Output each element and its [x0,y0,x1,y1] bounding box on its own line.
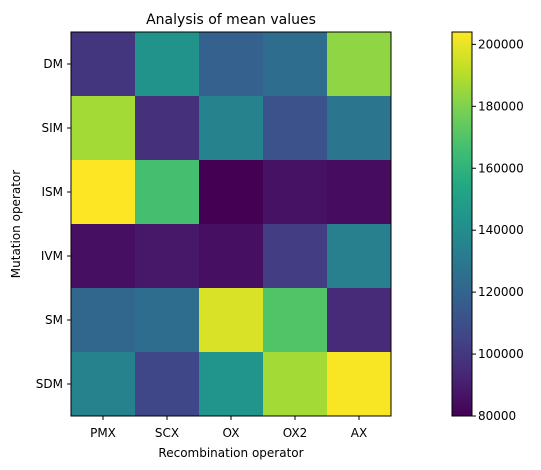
heatmap-cell-ism-ax [327,160,391,224]
colorbar-tick-label: 80000 [478,409,516,423]
heatmap-cell-sim-pmx [71,96,135,160]
x-tick-label: OX2 [283,426,308,440]
heatmap-cell-ivm-pmx [71,224,135,288]
y-tick-label: SDM [36,377,63,391]
y-tick-label: IVM [41,249,63,263]
heatmap-cell-ism-ox [199,160,263,224]
colorbar-tick-label: 140000 [478,223,524,237]
chart-title: Analysis of mean values [146,12,316,28]
heatmap-cell-sim-ox [199,96,263,160]
heatmap-frame [70,31,392,417]
x-axis: PMX SCX OX OX2 AX [90,416,367,440]
heatmap-cell-sdm-scx [135,352,199,416]
colorbar [451,31,473,417]
y-axis: DM SIM ISM IVM SM SDM [36,57,71,391]
heatmap-cell-sm-ax [327,288,391,352]
y-tick-label: DM [43,57,63,71]
heatmap-cell-sm-ox2 [263,288,327,352]
colorbar-tick-label: 180000 [478,99,524,113]
y-tick-label: SIM [41,121,63,135]
heatmap-cell-sm-pmx [71,288,135,352]
heatmap-cell-ivm-scx [135,224,199,288]
y-axis-label: Mutation operator [9,170,23,278]
heatmap-cell-dm-ax [327,32,391,96]
heatmap-cell-sm-scx [135,288,199,352]
colorbar-tick-label: 120000 [478,285,524,299]
heatmap-cell-sim-ax [327,96,391,160]
heatmap-cell-dm-ox2 [263,32,327,96]
colorbar-tick-label: 200000 [478,37,524,51]
x-tick-label: SCX [155,426,179,440]
heatmap-cell-sm-ox [199,288,263,352]
colorbar-tick-label: 160000 [478,161,524,175]
colorbar-ticks: 80000 100000 120000 140000 160000 180000 20000… [472,37,524,423]
heatmap-cell-ism-ox2 [263,160,327,224]
heatmap-cell-dm-scx [135,32,199,96]
heatmap-cell-ivm-ox2 [263,224,327,288]
heatmap-cell-dm-pmx [71,32,135,96]
x-tick-label: OX [223,426,240,440]
heatmap-cell-sdm-ox2 [263,352,327,416]
heatmap-cell-ivm-ox [199,224,263,288]
y-tick-label: ISM [41,185,63,199]
heatmap-cell-sdm-pmx [71,352,135,416]
heatmap-cells [71,32,391,416]
y-tick-label: SM [45,313,63,327]
colorbar-tick-label: 100000 [478,347,524,361]
heatmap-cell-sim-scx [135,96,199,160]
heatmap-cell-ism-scx [135,160,199,224]
heatmap-cell-dm-ox [199,32,263,96]
x-tick-label: AX [351,426,367,440]
heatmap-cell-sdm-ox [199,352,263,416]
x-axis-label: Recombination operator [158,446,303,460]
heatmap-cell-ism-pmx [71,160,135,224]
heatmap-cell-sdm-ax [327,352,391,416]
x-tick-label: PMX [90,426,116,440]
heatmap-cell-sim-ox2 [263,96,327,160]
heatmap-cell-ivm-ax [327,224,391,288]
